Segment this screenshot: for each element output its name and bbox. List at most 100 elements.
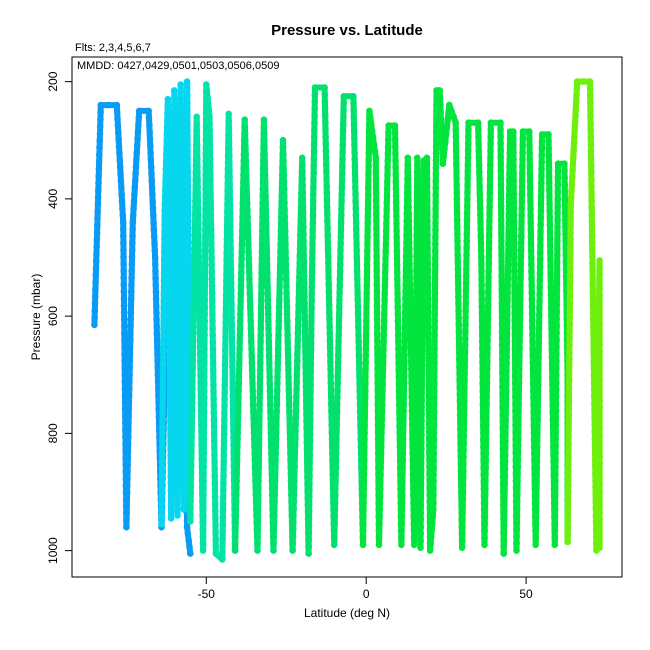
data-point — [299, 210, 307, 217]
data-point — [200, 491, 207, 499]
data-point — [485, 281, 492, 288]
data-point — [596, 264, 603, 271]
data-point — [267, 436, 275, 443]
data-point — [177, 95, 185, 102]
data-point — [535, 360, 542, 368]
data-point — [250, 429, 258, 436]
data-point — [290, 491, 298, 498]
data-point — [183, 523, 191, 531]
data-point — [384, 143, 392, 150]
data-point — [535, 325, 543, 333]
data-point — [258, 241, 266, 249]
data-point — [246, 283, 253, 290]
data-point — [274, 352, 282, 360]
data-point — [234, 443, 241, 450]
data-point — [567, 208, 575, 216]
data-point — [567, 222, 574, 230]
data-point — [266, 387, 274, 395]
data-point — [551, 527, 559, 534]
data-point — [401, 309, 409, 316]
data-point — [527, 254, 535, 261]
data-point — [534, 409, 541, 416]
data-point — [93, 250, 100, 258]
data-point — [95, 165, 103, 173]
data-point — [257, 338, 264, 346]
data-point — [190, 294, 198, 302]
data-point — [331, 506, 339, 513]
data-point — [232, 512, 240, 520]
data-point — [430, 394, 438, 402]
data-point — [486, 175, 494, 183]
data-point — [373, 330, 381, 338]
data-point — [185, 252, 192, 260]
data-point — [283, 310, 291, 318]
data-point — [565, 468, 572, 475]
data-point — [255, 450, 263, 457]
data-point — [430, 401, 438, 409]
data-point — [265, 324, 272, 332]
data-point — [160, 270, 168, 277]
data-point — [481, 506, 489, 513]
data-point — [236, 324, 244, 332]
data-point — [299, 182, 307, 189]
data-point — [442, 138, 449, 145]
data-point — [221, 375, 229, 382]
data-point — [515, 428, 522, 436]
data-point — [115, 129, 122, 136]
data-point — [189, 343, 197, 351]
data-point — [418, 403, 426, 411]
data-point — [538, 145, 546, 152]
data-point — [486, 210, 493, 218]
data-point — [374, 379, 381, 387]
data-point — [241, 116, 248, 123]
series-6 — [359, 87, 571, 557]
data-point — [553, 315, 560, 323]
data-point — [590, 337, 597, 344]
data-point — [235, 380, 243, 388]
data-point — [463, 237, 471, 245]
data-point — [262, 213, 270, 221]
data-point — [381, 269, 389, 276]
data-point — [229, 357, 236, 364]
data-point — [184, 203, 192, 211]
data-point — [280, 178, 288, 186]
data-point — [333, 436, 340, 443]
data-point — [431, 373, 438, 381]
data-point — [419, 298, 426, 305]
data-point — [552, 379, 560, 386]
data-point — [453, 175, 460, 182]
data-point — [227, 272, 235, 280]
data-point — [229, 371, 236, 378]
data-point — [222, 312, 230, 320]
data-point — [128, 274, 135, 282]
data-point — [226, 174, 233, 181]
data-point — [307, 381, 314, 389]
data-point — [235, 401, 242, 409]
data-point — [570, 153, 577, 161]
data-point — [511, 330, 519, 338]
data-point — [596, 432, 603, 439]
data-point — [305, 529, 313, 536]
data-point — [271, 470, 279, 478]
data-point — [236, 318, 244, 325]
data-point — [126, 364, 133, 372]
data-point — [210, 430, 218, 438]
data-point — [200, 456, 207, 464]
data-point — [177, 130, 185, 137]
data-point — [354, 303, 362, 310]
data-point — [383, 199, 391, 206]
data-point — [284, 338, 292, 346]
data-point — [194, 197, 202, 205]
data-point — [227, 230, 234, 237]
data-point — [158, 493, 166, 500]
data-point — [418, 424, 425, 432]
data-point — [399, 428, 407, 436]
data-point — [371, 147, 379, 155]
data-point — [128, 260, 136, 268]
data-point — [335, 324, 343, 331]
data-point — [497, 126, 504, 133]
data-point — [283, 303, 291, 311]
data-point — [455, 328, 463, 336]
data-point — [184, 120, 191, 127]
data-point — [337, 240, 345, 247]
